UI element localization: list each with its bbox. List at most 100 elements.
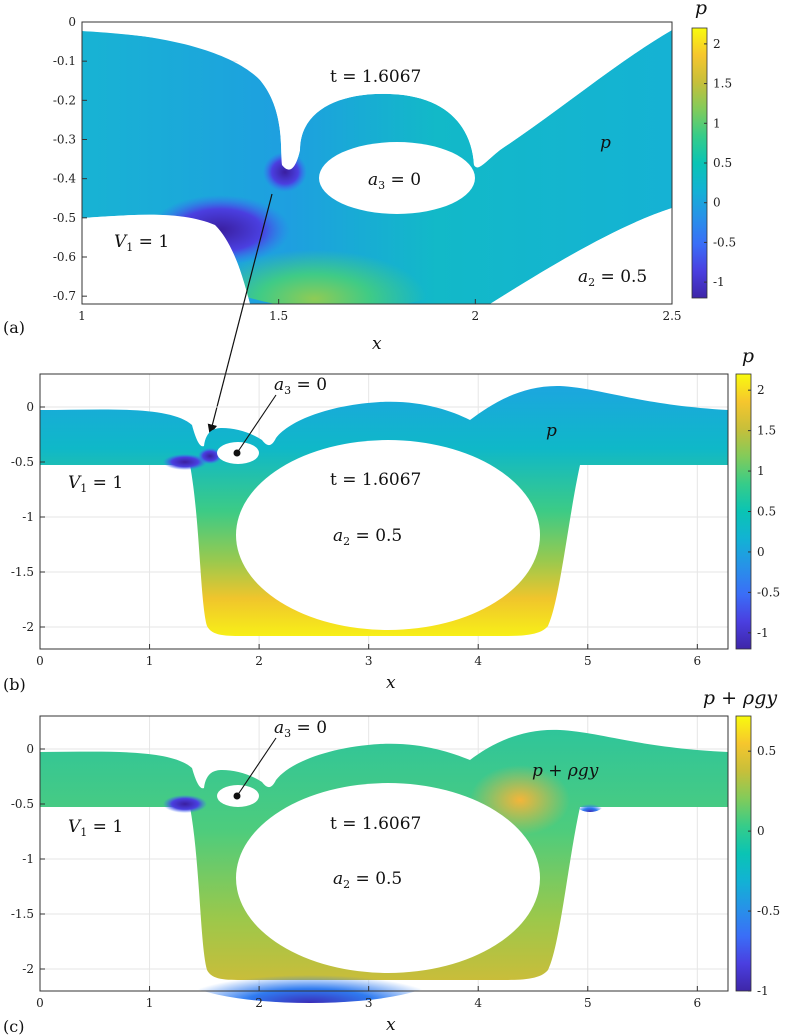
panel-a-letter: (a)	[3, 318, 25, 337]
panel-c-v1-label: V1 = 1	[68, 817, 123, 839]
colorbar-tick-label: 0	[757, 824, 765, 838]
panel-a-v1-label: V1 = 1	[114, 232, 169, 254]
y-tick-label: -1.5	[11, 565, 34, 579]
x-tick-label: 3	[365, 996, 373, 1010]
panel-c-ticks: 0 1 2 3 4 5 6 0 -0.5 -1 -1.5 -2	[11, 742, 701, 1010]
x-tick-label: 1	[146, 996, 154, 1010]
y-tick-label: -1.5	[11, 907, 34, 921]
panel-b-low-pressure-neck	[198, 448, 222, 464]
x-tick-label: 0	[36, 996, 44, 1010]
x-tick-label: 1.5	[269, 309, 288, 323]
x-tick-label: 2	[255, 996, 263, 1010]
panel-a-lower-wall	[82, 214, 250, 304]
panel-b: 0 1 2 3 4 5 6 0 -0.5 -1 -1.5 -2 a3 = 0 V1 = 1 t = 1…	[3, 345, 780, 694]
y-tick-label: -0.3	[53, 133, 76, 147]
colorbar-tick-label: -0.5	[757, 904, 780, 918]
x-tick-label: 5	[584, 996, 592, 1010]
x-tick-label: 3	[365, 654, 373, 668]
panel-c-a3-label: a3 = 0	[274, 718, 327, 740]
colorbar-tick-label: 0	[757, 545, 765, 559]
colorbar-tick-label: 1	[713, 116, 721, 130]
colorbar-tick-label: 0.5	[757, 505, 776, 519]
y-tick-label: -0.2	[53, 93, 76, 107]
y-tick-label: -1	[22, 510, 34, 524]
panel-c-a2-label: a2 = 0.5	[333, 869, 402, 891]
y-tick-label: -0.4	[53, 172, 77, 186]
x-tick-label: 6	[694, 996, 702, 1010]
panel-c-colorbar	[735, 715, 752, 992]
panel-b-axes-frame	[39, 373, 729, 650]
colorbar-tick-label: 0.5	[713, 156, 732, 170]
x-tick-label: 5	[584, 654, 592, 668]
y-tick-label: 0	[26, 400, 34, 414]
panel-a-p-label: p	[600, 133, 611, 153]
y-tick-label: -0.5	[53, 211, 76, 225]
colorbar-tick-label: 2	[713, 37, 721, 51]
panel-b-ticks: 0 1 2 3 4 5 6 0 -0.5 -1 -1.5 -2	[11, 400, 701, 668]
panel-a-colorbar-title: p	[695, 0, 707, 19]
colorbar-tick-label: 0	[713, 196, 721, 210]
panel-b-a3-leader	[236, 394, 277, 454]
y-tick-label: -0.6	[53, 250, 76, 264]
colorbar-tick-label: 1	[757, 464, 765, 478]
panel-c-xlabel: x	[386, 1015, 396, 1035]
panel-c-low-pressure-right	[576, 796, 604, 812]
panel-b-xlabel: x	[386, 673, 396, 693]
colorbar-tick-label: 2	[757, 383, 765, 397]
x-tick-label: 2.5	[662, 309, 681, 323]
panel-b-a2-label: a2 = 0.5	[333, 526, 402, 548]
colorbar-tick-label: -1	[757, 626, 769, 640]
x-tick-label: 2	[255, 654, 263, 668]
colorbar-tick-label: -1	[713, 275, 725, 289]
panel-a-xlabel: x	[372, 334, 382, 354]
panel-a: 1 1.5 2 2.5 0 -0.1 -0.2 -0.3 -0.4 -0.5 -0.6 -0.7 t …	[3, 0, 736, 354]
y-tick-label: -1	[22, 852, 34, 866]
panel-a-lower-right-wall	[490, 208, 672, 304]
x-tick-label: 2	[472, 309, 480, 323]
colorbar-tick-label: -0.5	[757, 585, 780, 599]
zoom-arrow	[207, 193, 273, 436]
panel-c-p-rho-label: p + ρgy	[532, 761, 599, 781]
x-tick-label: 4	[474, 996, 482, 1010]
panel-b-colorbar-title: p	[742, 345, 754, 367]
colorbar-tick-label: 0.5	[757, 744, 776, 758]
panel-a-ticks: 1 1.5 2 2.5 0 -0.1 -0.2 -0.3 -0.4 -0.5 -0.6 -0.7	[53, 15, 682, 323]
x-tick-label: 0	[36, 654, 44, 668]
panel-c: 0 1 2 3 4 5 6 0 -0.5 -1 -1.5 -2 a3 = 0 V1 = 1 t = 1…	[3, 687, 780, 1036]
x-tick-label: 1	[146, 654, 154, 668]
panel-c-a3-leader	[236, 737, 277, 797]
colorbar-tick-label: 1.5	[713, 77, 732, 91]
panel-a-upper-gap	[82, 22, 672, 170]
y-tick-label: -0.7	[53, 289, 76, 303]
x-tick-label: 1	[78, 309, 86, 323]
y-tick-label: -0.1	[53, 54, 76, 68]
panel-b-letter: (b)	[3, 675, 26, 694]
panel-c-bubble	[236, 783, 540, 973]
panel-a-a2-label: a2 = 0.5	[578, 267, 647, 289]
panel-c-time-label: t = 1.6067	[330, 814, 421, 834]
panel-c-colorbar-title: p + ρgy	[703, 687, 777, 709]
panel-c-field	[40, 729, 728, 1003]
panel-b-bubble	[236, 440, 540, 630]
panel-b-p-label: p	[546, 421, 557, 441]
y-tick-label: -0.5	[11, 455, 34, 469]
panel-a-axes-frame	[81, 21, 673, 305]
y-tick-label: 0	[26, 742, 34, 756]
panel-b-field	[40, 385, 728, 636]
panel-a-colorbar-ticks: 2 1.5 1 0.5 0 -0.5 -1	[704, 37, 736, 289]
panel-b-time-label: t = 1.6067	[330, 470, 421, 490]
x-tick-label: 6	[694, 654, 702, 668]
panel-b-a3-label: a3 = 0	[274, 375, 327, 397]
y-tick-label: 0	[68, 15, 76, 29]
y-tick-label: -2	[22, 962, 34, 976]
panel-c-letter: (c)	[3, 1017, 24, 1036]
colorbar-tick-label: -1	[757, 984, 769, 998]
panel-c-low-pressure	[163, 795, 207, 813]
panel-c-axes-frame	[39, 715, 729, 992]
panel-b-v1-label: V1 = 1	[68, 473, 123, 495]
panel-b-low-pressure	[163, 454, 207, 470]
y-tick-label: -2	[22, 620, 34, 634]
panel-a-bubble	[319, 142, 475, 214]
panel-a-a3-label: a3 = 0	[368, 170, 421, 192]
